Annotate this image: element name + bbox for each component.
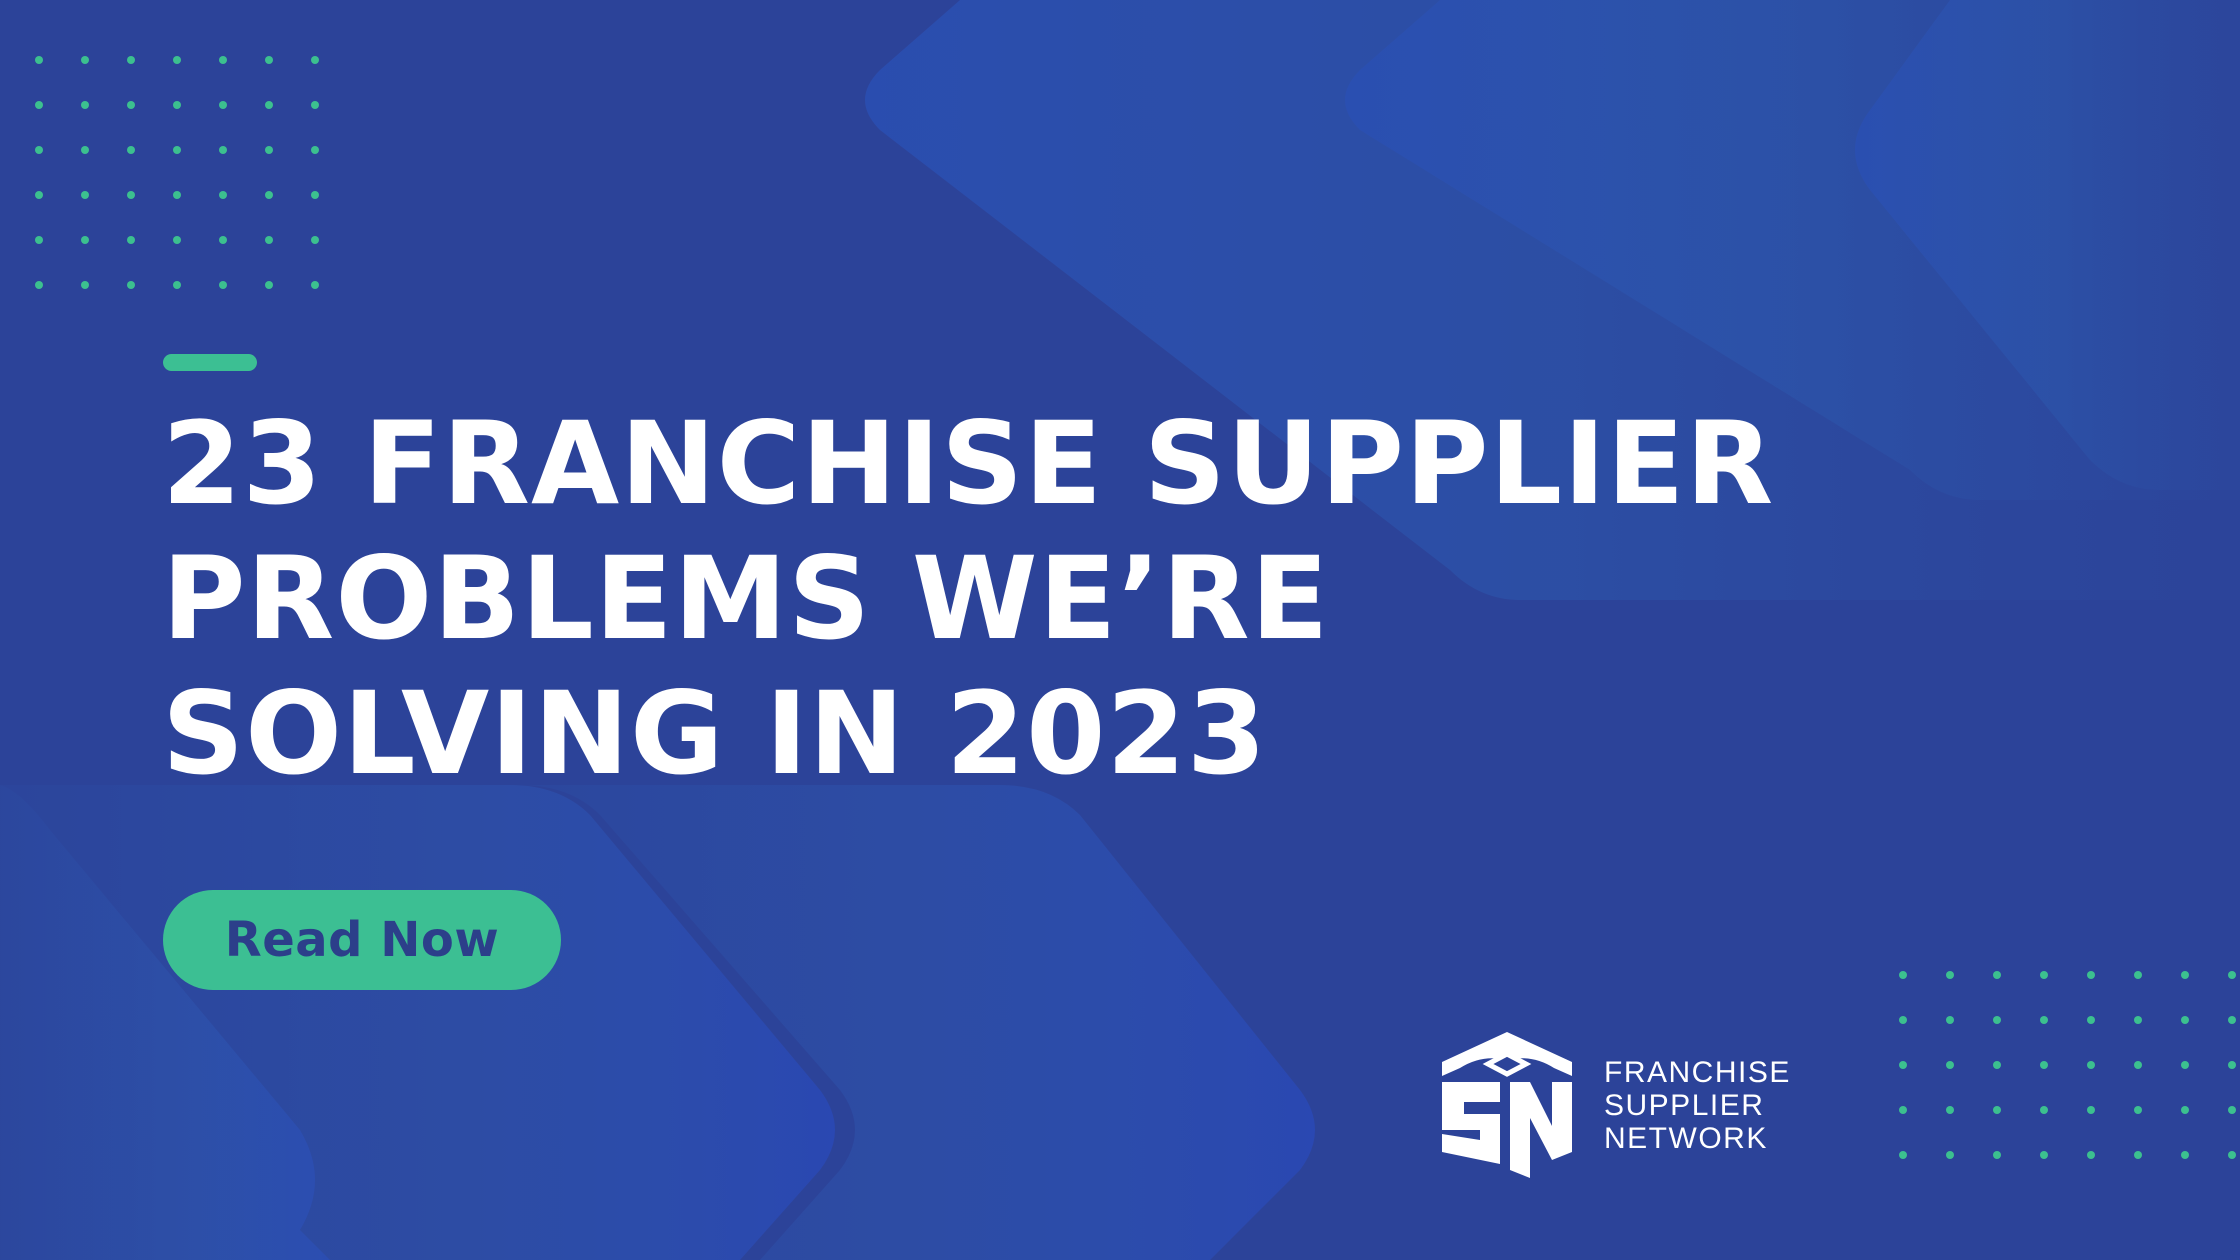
brand-line: FRANCHISE [1604, 1055, 1791, 1089]
headline: 23 FRANCHISE SUPPLIER PROBLEMS WE’RE SOL… [162, 396, 2062, 801]
headline-line: PROBLEMS WE’RE [162, 532, 1330, 665]
brand-line: NETWORK [1604, 1121, 1768, 1155]
headline-line: 23 FRANCHISE SUPPLIER [162, 397, 1775, 530]
read-now-button[interactable]: Read Now [163, 890, 561, 990]
headline-line: SOLVING IN 2023 [162, 667, 1268, 800]
brand-line: SUPPLIER [1604, 1088, 1765, 1122]
decorative-dot-grid [1899, 971, 2236, 1159]
decorative-dot-grid [35, 56, 319, 289]
fsn-logo-icon [1442, 1032, 1572, 1178]
brand-logo: FRANCHISE SUPPLIER NETWORK [1436, 1030, 1791, 1180]
brand-wordmark: FRANCHISE SUPPLIER NETWORK [1604, 1056, 1791, 1155]
accent-bar [163, 354, 257, 371]
